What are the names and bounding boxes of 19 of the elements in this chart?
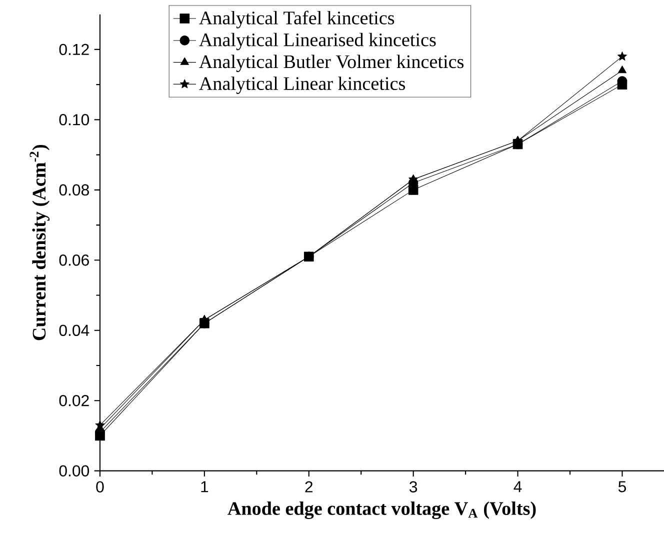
legend-label: Analytical Tafel kincetics xyxy=(199,10,394,28)
legend-label: Analytical Butler Volmer kincetics xyxy=(199,54,464,72)
x-tick-label: 2 xyxy=(305,481,312,492)
y-axis-title: Current density (Acm$^{-2}$) xyxy=(30,145,50,340)
y-tick-label: 0.12 xyxy=(59,44,89,56)
x-axis-title: Anode edge contact voltage V$_{A}$ (Volts) xyxy=(228,502,536,520)
legend-label: Analytical Linear kincetics xyxy=(199,76,405,94)
x-tick-label: 3 xyxy=(410,481,418,493)
x-tick-label: 5 xyxy=(618,481,626,492)
y-tick-label: 0.06 xyxy=(59,254,89,266)
x-tick-label: 4 xyxy=(514,481,522,492)
x-tick-label: 1 xyxy=(201,481,208,492)
y-tick-label: 0.10 xyxy=(59,114,90,126)
legend-label: Analytical Linearised kincetics xyxy=(199,32,436,50)
x-tick-label: 0 xyxy=(96,481,104,493)
y-tick-label: 0.04 xyxy=(59,324,90,336)
y-tick-label: 0.02 xyxy=(59,395,89,406)
y-tick-label: 0.08 xyxy=(59,184,89,196)
y-tick-label: 0.00 xyxy=(59,465,90,477)
